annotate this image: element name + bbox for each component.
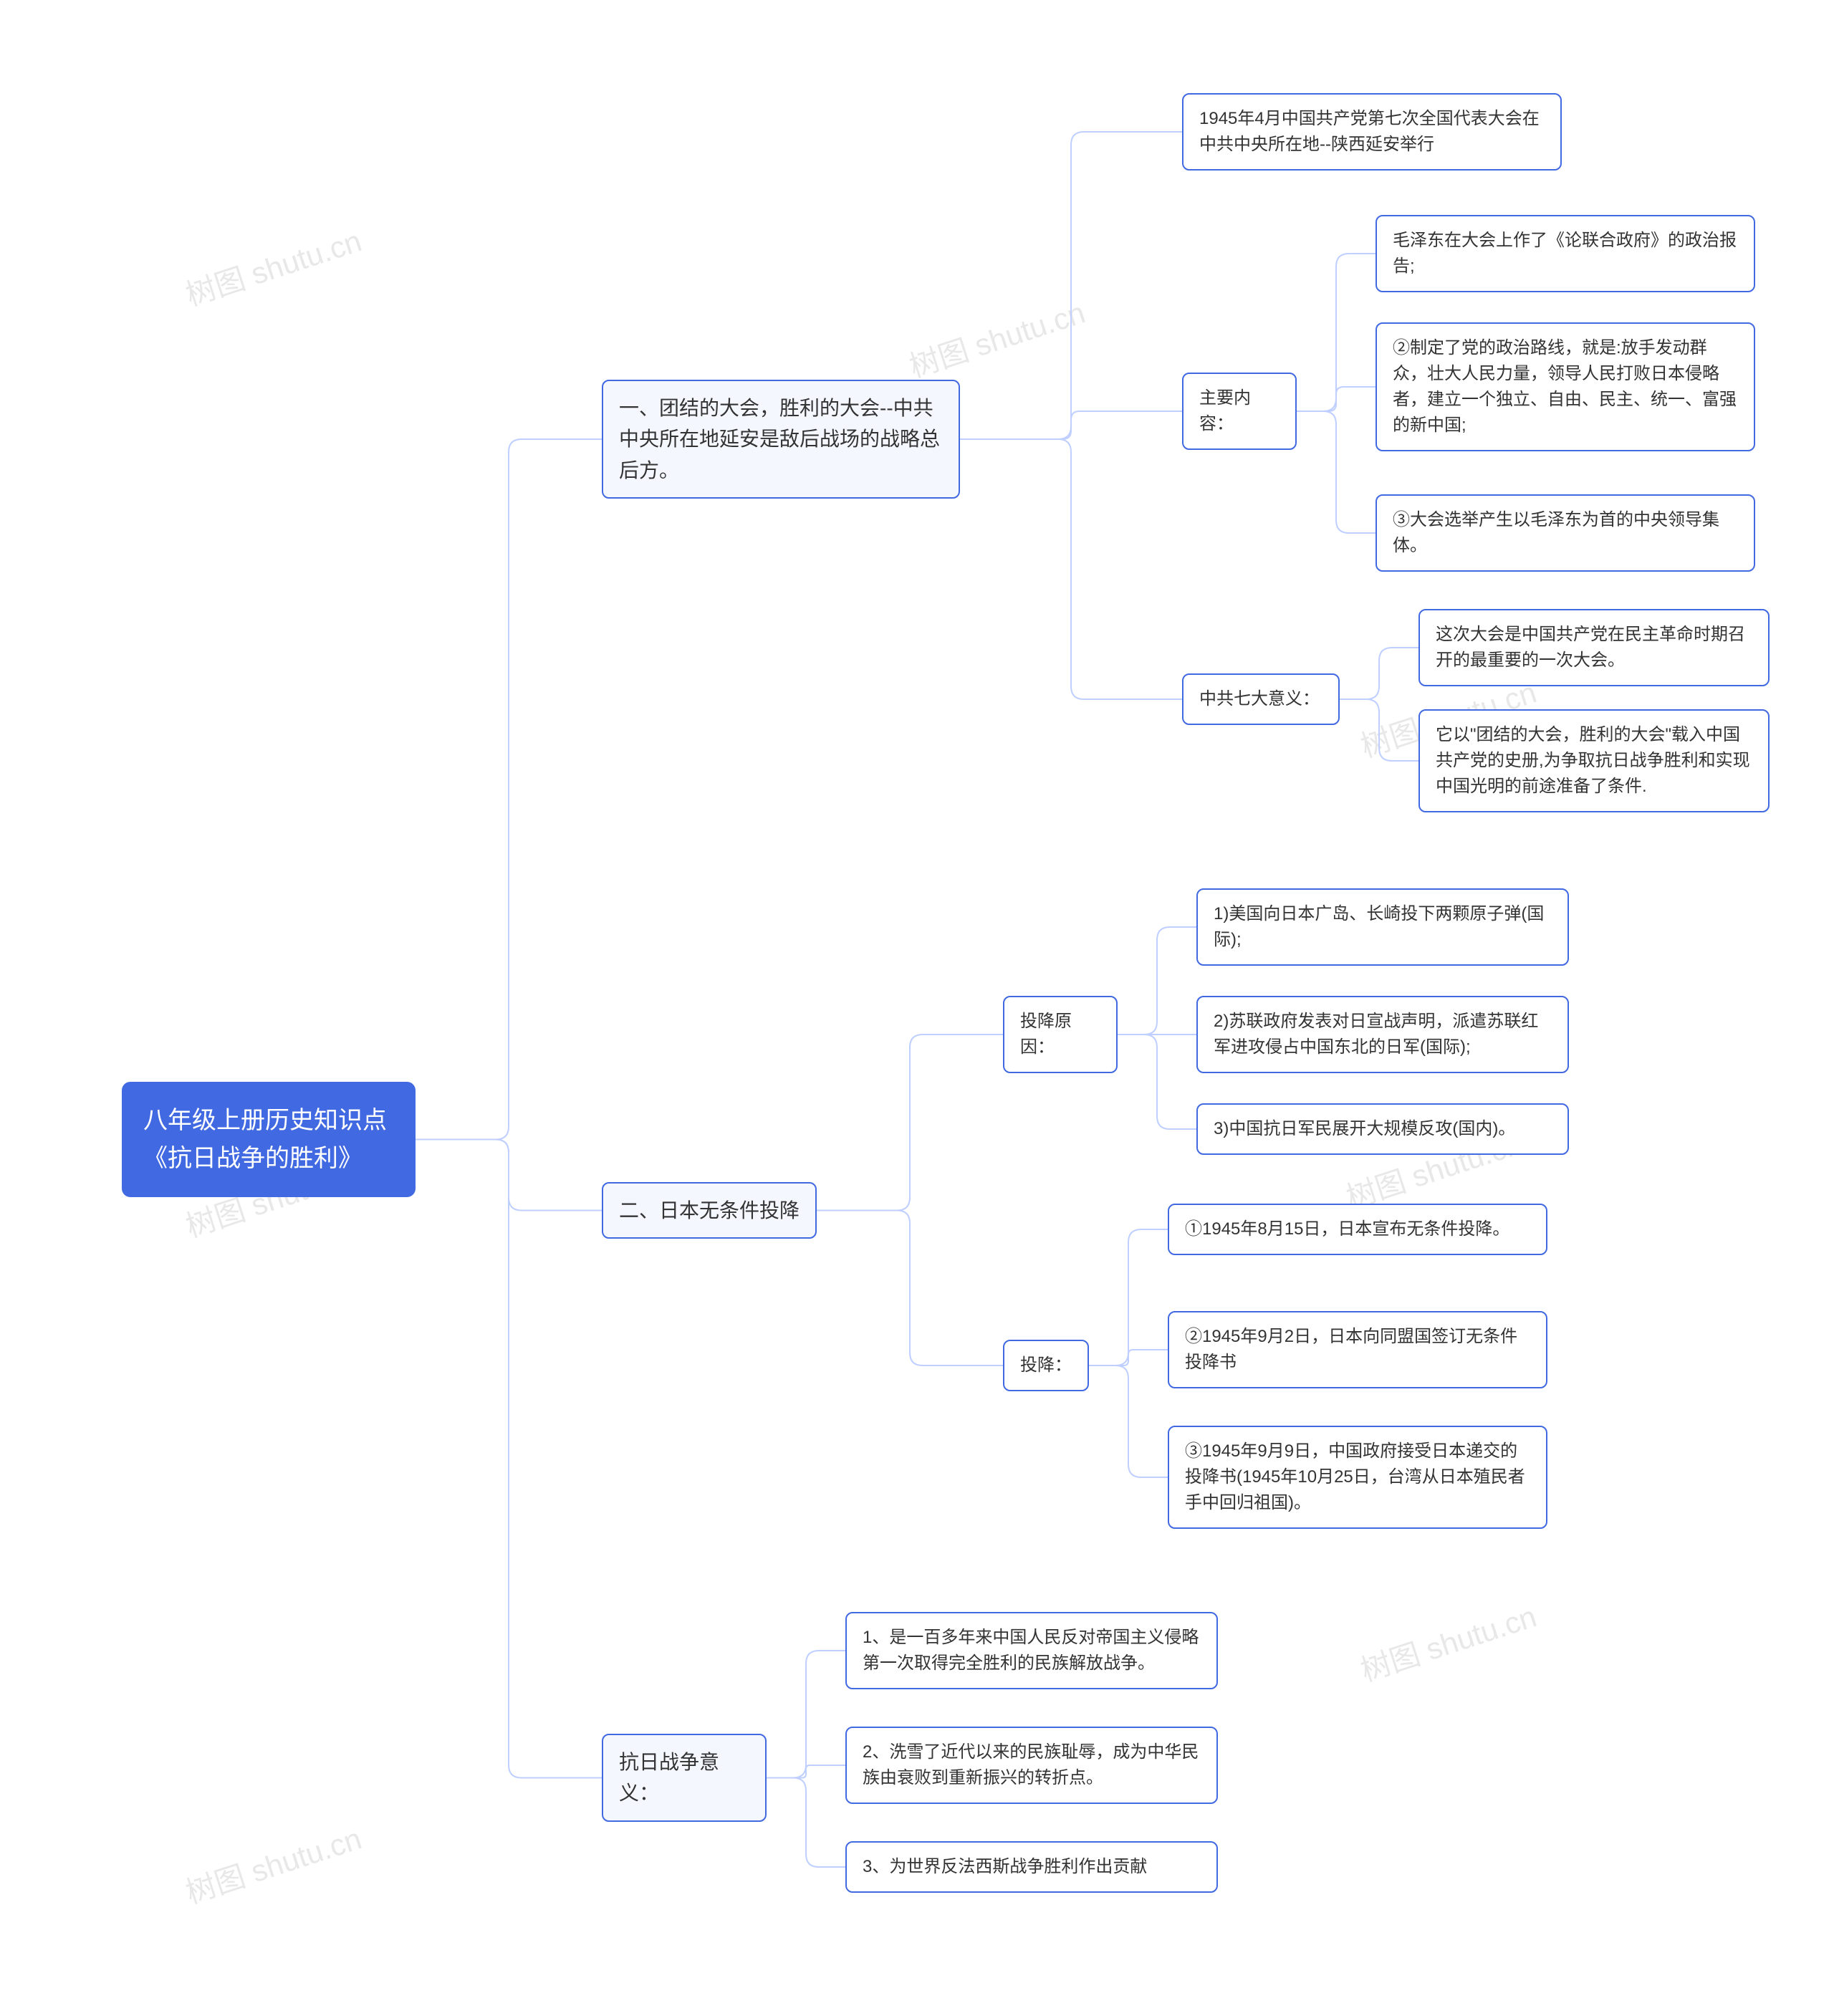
s1-sig1-node[interactable]: 这次大会是中国共产党在民主革命时期召开的最重要的一次大会。 [1418,609,1770,686]
section-2-node[interactable]: 二、日本无条件投降 [602,1182,817,1239]
section-1-node[interactable]: 一、团结的大会，胜利的大会--中共中央所在地延安是敌后战场的战略总后方。 [602,380,960,499]
s2-r1-node[interactable]: 1)美国向日本广岛、长崎投下两颗原子弹(国际); [1196,888,1569,966]
s1-c2-node[interactable]: ②制定了党的政治路线，就是:放手发动群众，壮大人民力量，领导人民打败日本侵略者，… [1376,322,1755,451]
s1-c3-node[interactable]: ③大会选举产生以毛泽东为首的中央领导集体。 [1376,494,1755,572]
s3-3-node[interactable]: 3、为世界反法西斯战争胜利作出贡献 [845,1841,1218,1893]
section-3-node[interactable]: 抗日战争意义： [602,1734,767,1822]
s3-1-node[interactable]: 1、是一百多年来中国人民反对帝国主义侵略第一次取得完全胜利的民族解放战争。 [845,1612,1218,1689]
s1-sig2-node[interactable]: 它以"团结的大会，胜利的大会"载入中国共产党的史册,为争取抗日战争胜利和实现中国… [1418,709,1770,812]
s1-sig-node[interactable]: 中共七大意义： [1182,673,1340,725]
s1-content-node[interactable]: 主要内容： [1182,373,1297,450]
watermark: 树图 shutu.cn [1355,1593,1542,1691]
watermark: 树图 shutu.cn [903,289,1090,387]
s3-2-node[interactable]: 2、洗雪了近代以来的民族耻辱，成为中华民族由衰败到重新振兴的转折点。 [845,1727,1218,1804]
s2-s1-node[interactable]: ①1945年8月15日，日本宣布无条件投降。 [1168,1204,1547,1255]
s1-time-node[interactable]: 1945年4月中国共产党第七次全国代表大会在中共中央所在地--陕西延安举行 [1182,93,1562,171]
s2-s2-node[interactable]: ②1945年9月2日，日本向同盟国签订无条件投降书 [1168,1311,1547,1388]
s2-reason-node[interactable]: 投降原因： [1003,996,1118,1073]
watermark: 树图 shutu.cn [180,217,367,315]
s2-s3-node[interactable]: ③1945年9月9日，中国政府接受日本递交的投降书(1945年10月25日，台湾… [1168,1426,1547,1529]
s1-c1-node[interactable]: 毛泽东在大会上作了《论联合政府》的政治报告; [1376,215,1755,292]
root-node[interactable]: 八年级上册历史知识点《抗日战争的胜利》 [122,1082,416,1197]
watermark: 树图 shutu.cn [180,1815,367,1913]
s2-r3-node[interactable]: 3)中国抗日军民展开大规模反攻(国内)。 [1196,1103,1569,1155]
s2-r2-node[interactable]: 2)苏联政府发表对日宣战声明，派遣苏联红军进攻侵占中国东北的日军(国际); [1196,996,1569,1073]
s2-surr-node[interactable]: 投降： [1003,1340,1089,1391]
